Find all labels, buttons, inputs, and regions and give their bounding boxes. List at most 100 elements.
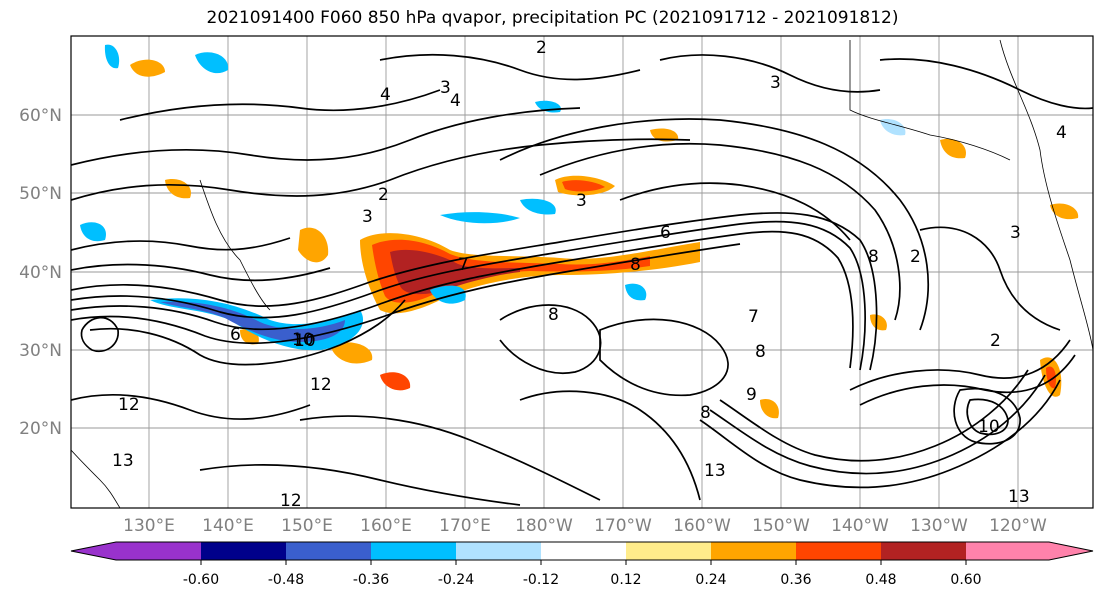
precip-patch (870, 314, 887, 331)
contour-label: 8 (868, 247, 879, 267)
lon-label: 150°W (752, 516, 810, 536)
gridlines (71, 36, 1093, 508)
colorbar-segment (371, 542, 456, 560)
contour-line (80, 316, 119, 353)
lat-label: 60°N (19, 106, 62, 126)
colorbar-segment (286, 542, 371, 560)
lon-label: 170°E (439, 516, 491, 536)
contour-line (719, 369, 1029, 462)
contour-label: 12 (118, 395, 140, 415)
contour-line (499, 304, 602, 374)
colorbar-tick-label: -0.48 (268, 572, 304, 588)
contour-label: 12 (310, 375, 332, 395)
contour-label: 3 (770, 73, 781, 93)
precip-negative-core (160, 301, 345, 342)
lon-label: 140°E (202, 516, 254, 536)
colorbar-segment (626, 542, 711, 560)
figure-title: 2021091400 F060 850 hPa qvapor, precipit… (206, 8, 899, 28)
contour-line (89, 299, 406, 366)
contour-label: 3 (1010, 223, 1021, 243)
north-america-coast (999, 39, 1093, 351)
contour-label: 2 (910, 247, 921, 267)
contour-line (71, 107, 581, 166)
precip-patch (195, 52, 229, 74)
contour-label: 2 (990, 331, 1001, 351)
map-content: 2 3 4 4 3 2 3 3 6 7 8 8 10 12 12 12 13 1… (71, 36, 1093, 511)
contour-line (71, 138, 691, 201)
colorbar-segment (711, 542, 796, 560)
contour-label: 8 (548, 305, 559, 325)
contour-label: 10 (294, 331, 316, 351)
contour-label: 13 (1008, 487, 1030, 507)
contour-line (539, 142, 901, 321)
colorbar-extend-min (71, 542, 116, 560)
contour-label: 4 (1056, 123, 1067, 143)
asia-coast (71, 449, 121, 508)
contour-line (119, 89, 441, 121)
colorbar-extend-max (1049, 542, 1093, 560)
contour-label: 12 (280, 491, 302, 511)
lon-label: 120°W (989, 516, 1047, 536)
lon-label: 130°E (123, 516, 175, 536)
colorbar-ticks (200, 560, 967, 565)
contour-line (859, 354, 1076, 406)
contour-line (199, 463, 521, 506)
contour-line (709, 374, 1046, 475)
contour-line (71, 212, 878, 371)
contour-label: 4 (380, 85, 391, 105)
contour-line (71, 263, 331, 282)
contour-line (599, 318, 729, 397)
lon-label: 160°E (360, 516, 412, 536)
colorbar-outline (70, 541, 1094, 561)
colorbar-segment (201, 542, 286, 560)
precip-patch (760, 399, 779, 419)
contour-label: 10 (292, 330, 314, 350)
contour-line (71, 243, 741, 345)
colorbar-tick-label: 0.24 (695, 572, 726, 588)
contour-line (619, 182, 851, 241)
lat-label: 50°N (19, 184, 62, 204)
longitude-labels: 130°E 140°E 150°E 160°E 170°E 180°W 170°… (123, 516, 1047, 536)
contour-line (849, 339, 1071, 391)
lon-label: 180°W (515, 516, 573, 536)
precip-patch (1050, 203, 1079, 220)
contour-line (966, 398, 1009, 436)
contour-line (519, 390, 701, 501)
colorbar-tick-label: -0.36 (353, 572, 389, 588)
contour-label: 4 (450, 91, 461, 111)
precip-patch (1046, 366, 1056, 389)
colorbar-tick-labels: -0.60 -0.48 -0.36 -0.24 -0.12 0.12 0.24 … (183, 572, 982, 588)
contour-line (299, 415, 601, 501)
precip-patch (80, 222, 106, 242)
lon-label: 170°W (594, 516, 652, 536)
contour-line (71, 230, 854, 369)
contour-label: 13 (704, 461, 726, 481)
lat-label: 20°N (19, 419, 62, 439)
colorbar-segment (796, 542, 881, 560)
contour-label: 6 (660, 223, 671, 243)
contour-label: 8 (630, 255, 641, 275)
precip-patch (520, 198, 556, 215)
japan-coast (199, 179, 271, 311)
precip-patch (562, 180, 605, 192)
precip-patch (165, 179, 191, 199)
contour-line (953, 388, 1021, 445)
contour-label: 13 (112, 451, 134, 471)
contour-line (71, 393, 311, 420)
precip-patch (130, 59, 165, 77)
contour-label: 3 (576, 191, 587, 211)
colorbar-segment (456, 542, 541, 560)
contour-line (71, 220, 866, 371)
contour-label: 3 (362, 207, 373, 227)
precip-patch (380, 372, 411, 391)
colorbar-tick-label: 0.60 (950, 572, 981, 588)
contour-line (71, 237, 291, 251)
contour-label: 7 (748, 307, 759, 327)
lon-label: 150°E (281, 516, 333, 536)
contour-label: 10 (978, 417, 1000, 437)
lon-label: 140°W (831, 516, 889, 536)
colorbar: -0.60 -0.48 -0.36 -0.24 -0.12 0.12 0.24 … (70, 541, 1094, 588)
colorbar-tick-label: -0.12 (523, 572, 559, 588)
contour-label: 2 (378, 185, 389, 205)
colorbar-segment (116, 542, 201, 560)
